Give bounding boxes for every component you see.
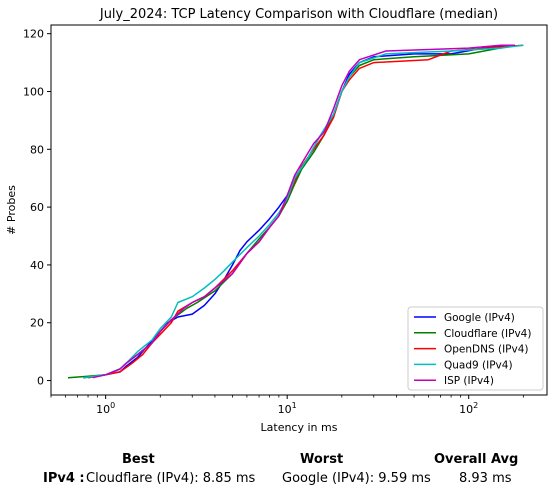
legend-label: Quad9 (IPv4)	[444, 359, 513, 371]
worst-heading: Worst	[300, 452, 344, 467]
x-tick-label: 100	[96, 401, 115, 416]
latency-chart: July_2024: TCP Latency Comparison with C…	[5, 7, 548, 434]
y-axis: 0 20 40 60 80 100 120	[23, 28, 51, 388]
legend-label: Cloudflare (IPv4)	[444, 328, 531, 340]
y-tick-label: 20	[30, 317, 44, 330]
overall-avg-heading: Overall Avg	[434, 452, 519, 467]
legend: Google (IPv4) Cloudflare (IPv4) OpenDNS (I…	[407, 306, 544, 391]
y-tick-label: 60	[30, 201, 44, 214]
best-value: Cloudflare (IPv4): 8.85 ms	[86, 471, 256, 486]
plot-frame	[50, 24, 548, 396]
overall-avg-value: 8.93 ms	[459, 471, 512, 486]
series-line	[82, 44, 524, 379]
y-tick-label: 120	[23, 28, 44, 41]
y-axis-label: # Probes	[5, 185, 18, 235]
legend-box	[407, 306, 544, 391]
y-tick-label: 80	[30, 143, 44, 156]
chart-title: July_2024: TCP Latency Comparison with C…	[99, 7, 498, 22]
y-tick-label: 40	[30, 259, 44, 272]
x-tick-label: 101	[278, 401, 297, 416]
y-tick-label: 100	[23, 85, 44, 98]
series-lines	[67, 44, 524, 379]
best-heading: Best	[122, 452, 155, 467]
x-tick-label: 102	[459, 401, 478, 416]
y-tick-label: 0	[37, 375, 44, 388]
ipv4-row-label: IPv4 :	[43, 471, 85, 486]
x-axis-label: Latency in ms	[261, 421, 338, 434]
legend-label: Google (IPv4)	[444, 312, 515, 324]
worst-value: Google (IPv4): 9.59 ms	[282, 471, 431, 486]
legend-label: OpenDNS (IPv4)	[444, 344, 529, 356]
legend-label: ISP (IPv4)	[444, 375, 494, 387]
x-axis: 100 101 102	[50, 395, 524, 416]
series-line	[92, 44, 515, 379]
plot-area	[50, 24, 548, 396]
